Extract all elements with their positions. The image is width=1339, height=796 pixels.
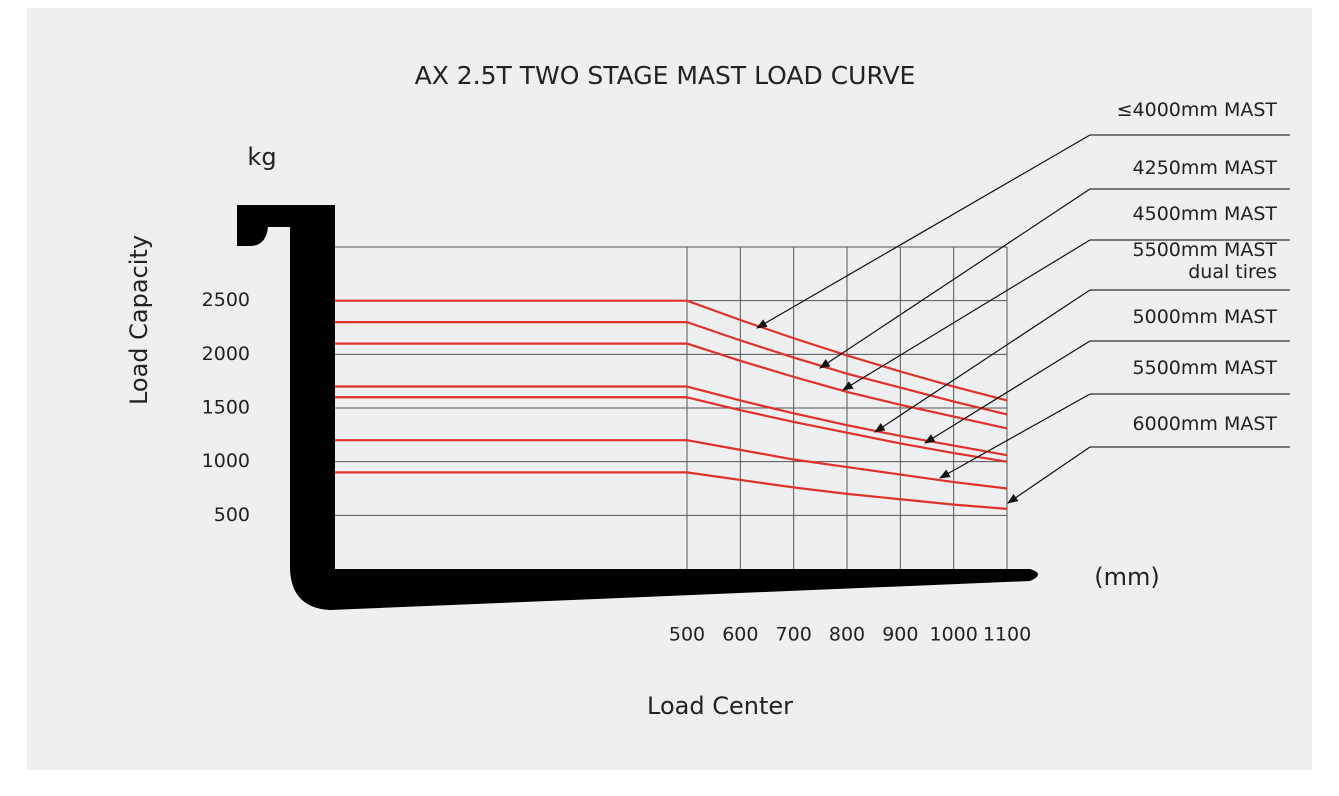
load-curve bbox=[686, 385, 1008, 457]
chart-title: AX 2.5T TWO STAGE MAST LOAD CURVE bbox=[415, 61, 916, 90]
legend-label: 5500mm MAST dual tires bbox=[1132, 239, 1277, 283]
y-tick-label: 500 bbox=[214, 504, 250, 526]
y-axis-label: Load Capacity bbox=[125, 235, 153, 405]
x-tick-label: 1000 bbox=[929, 624, 977, 646]
legend-leader bbox=[939, 393, 1091, 479]
x-tick-label: 600 bbox=[722, 624, 758, 646]
y-tick-label: 2000 bbox=[202, 343, 250, 365]
legend-leader bbox=[756, 134, 1091, 329]
load-curve bbox=[686, 439, 1008, 490]
x-tick-label: 800 bbox=[829, 624, 865, 646]
x-tick-label: 900 bbox=[882, 624, 918, 646]
legend-label: 4500mm MAST bbox=[1132, 203, 1277, 225]
legend-leader bbox=[1007, 446, 1091, 504]
load-curve bbox=[686, 299, 1008, 402]
legend-leader bbox=[842, 239, 1091, 391]
legend-label: 5000mm MAST bbox=[1132, 306, 1277, 328]
x-tick-label: 1100 bbox=[983, 624, 1031, 646]
legend-label: 4250mm MAST bbox=[1132, 157, 1277, 179]
legend-label: 6000mm MAST bbox=[1132, 413, 1277, 435]
legend-leader bbox=[924, 340, 1091, 444]
load-curve bbox=[686, 396, 1008, 463]
x-unit: (mm) bbox=[1094, 563, 1159, 591]
legend-leader bbox=[819, 188, 1091, 369]
load-curve bbox=[686, 321, 1008, 416]
x-tick-label: 700 bbox=[776, 624, 812, 646]
fork-axis bbox=[237, 205, 1038, 610]
load-curve bbox=[686, 471, 1008, 510]
y-unit: kg bbox=[247, 143, 276, 171]
y-tick-label: 2500 bbox=[202, 289, 250, 311]
legend-label: 5500mm MAST bbox=[1132, 357, 1277, 379]
x-tick-label: 500 bbox=[669, 624, 705, 646]
legend-leader bbox=[874, 289, 1091, 433]
x-axis-label: Load Center bbox=[647, 692, 793, 720]
y-tick-label: 1000 bbox=[202, 450, 250, 472]
legend-label: ≤4000mm MAST bbox=[1116, 99, 1277, 121]
y-tick-label: 1500 bbox=[202, 397, 250, 419]
load-curve bbox=[686, 342, 1008, 430]
